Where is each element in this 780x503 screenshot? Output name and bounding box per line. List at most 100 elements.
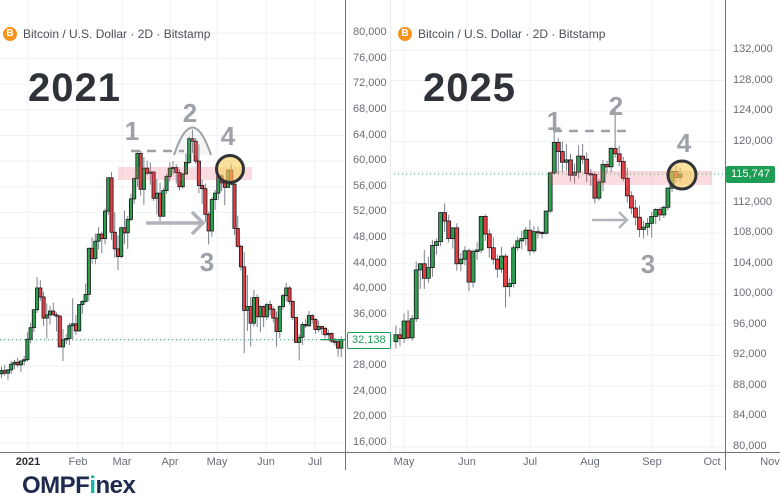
candle-body xyxy=(200,185,205,190)
candle-body xyxy=(478,216,484,251)
candle-body xyxy=(115,248,120,257)
wave-number-label: 4 xyxy=(677,128,692,158)
candle-body xyxy=(180,173,185,188)
candle-body xyxy=(187,138,192,163)
candle-body xyxy=(132,178,137,200)
price-scale-2025[interactable]: 115,747 132,000 128,000 124,000 120,000 112,… xyxy=(726,0,780,452)
candle-body xyxy=(264,304,269,318)
symbol-title: Bitcoin / U.S. Dollar · 2D · Bitstamp xyxy=(23,27,211,41)
candle-body xyxy=(326,333,331,336)
ompfinex-logo: OMPFinex xyxy=(22,472,136,500)
price-scale-2021[interactable]: 32,138 80,000 76,000 72,000 68,000 64,000 60,… xyxy=(346,0,391,452)
candle-body xyxy=(486,233,492,249)
time-tick-label: Sep xyxy=(642,456,662,468)
candle-body xyxy=(281,295,286,307)
candle-body xyxy=(466,250,472,283)
candle-body xyxy=(112,231,117,250)
candle-body xyxy=(51,310,56,316)
price-tick-label: 120,000 xyxy=(733,134,773,147)
candle-body xyxy=(287,287,292,302)
price-tick-label: 92,000 xyxy=(733,348,767,361)
candle-body xyxy=(209,199,214,232)
candle-body xyxy=(564,159,569,163)
logo-prefix: OMPF xyxy=(22,472,90,499)
candlestick-chart-2025[interactable]: 1 2 3 4 xyxy=(390,0,725,452)
candle-body xyxy=(122,227,127,234)
candle-body xyxy=(616,153,622,162)
wave-number-label: 1 xyxy=(547,106,561,136)
time-tick-label: May xyxy=(393,456,415,468)
candle-body xyxy=(649,216,655,224)
candle-body xyxy=(145,167,150,174)
candle-body xyxy=(235,227,240,247)
price-tick-label: 124,000 xyxy=(733,104,773,117)
candle-body xyxy=(409,318,415,339)
candle-body xyxy=(222,182,227,188)
candle-body xyxy=(268,304,273,310)
candle-body xyxy=(35,287,40,311)
candle-body xyxy=(547,172,553,212)
candle-body xyxy=(470,251,476,283)
candle-body xyxy=(54,314,59,317)
price-tick-label: 28,000 xyxy=(353,359,387,372)
chart-pane-2021[interactable]: 1 2 3 4 B Bitcoin / U.S. Dollar · 2D · Bits… xyxy=(0,0,345,452)
candle-body xyxy=(261,306,266,318)
candle-body xyxy=(336,341,341,349)
time-tick-label: May xyxy=(206,456,228,468)
candle-body xyxy=(474,249,480,252)
candle-body xyxy=(38,287,43,298)
candle-body xyxy=(77,304,82,332)
wave-number-label: 3 xyxy=(641,249,655,279)
candle-body xyxy=(109,177,114,233)
candle-body xyxy=(572,171,577,176)
candle-body xyxy=(413,269,419,320)
logo-suffix: nex xyxy=(95,472,136,499)
candle-body xyxy=(584,158,590,175)
candle-body xyxy=(154,192,159,199)
candlestick-chart-2021[interactable]: 1 2 3 4 xyxy=(0,0,345,452)
candle-body xyxy=(539,232,545,235)
candle-body xyxy=(300,324,305,338)
time-tick-label: Jun xyxy=(257,456,275,468)
candle-body xyxy=(531,231,537,252)
candle-body xyxy=(401,320,407,339)
candle-body xyxy=(31,309,36,329)
candle-body xyxy=(637,216,642,230)
chart-pane-2025[interactable]: 1 2 3 4 B Bitcoin / U.S. Dollar · 2D · Bits… xyxy=(390,0,725,452)
axis-separator-left xyxy=(345,0,346,470)
candle-body xyxy=(271,308,276,319)
arrow-head-icon xyxy=(190,210,206,236)
candle-body xyxy=(653,209,659,217)
candle-body xyxy=(60,339,65,348)
price-tick-label: 72,000 xyxy=(353,77,387,90)
candle-body xyxy=(430,245,435,268)
time-scale[interactable]: 2021 Feb Mar Apr May Jun Jul May Jun Jul Aug Sep Oct… xyxy=(0,452,780,471)
candle-body xyxy=(490,247,496,260)
candle-body xyxy=(482,216,488,235)
candle-body xyxy=(96,233,101,242)
last-price-label-2025: 115,747 xyxy=(726,166,775,184)
candle-body xyxy=(551,141,557,174)
peak-arc-annotation xyxy=(173,126,212,156)
wave-number-label: 3 xyxy=(200,247,214,277)
time-tick-label: Oct xyxy=(703,456,721,468)
candle-body xyxy=(339,339,344,349)
candle-body xyxy=(316,326,321,331)
arrow-head-icon xyxy=(618,211,629,229)
candle-body xyxy=(245,306,250,311)
wave-number-label: 4 xyxy=(221,121,236,151)
price-tick-label: 64,000 xyxy=(353,128,387,141)
candle-body xyxy=(511,247,516,285)
candle-body xyxy=(174,167,179,174)
candle-body xyxy=(297,336,302,343)
candle-body xyxy=(405,320,411,339)
price-tick-label: 88,000 xyxy=(733,378,767,391)
candle-body xyxy=(80,301,85,306)
candle-body xyxy=(319,326,324,329)
candle-body xyxy=(495,258,500,270)
candle-body xyxy=(141,167,146,190)
candle-body xyxy=(499,255,504,270)
price-tick-label: 76,000 xyxy=(353,51,387,64)
candle-body xyxy=(454,227,460,265)
time-tick-label: Aug xyxy=(580,456,600,468)
